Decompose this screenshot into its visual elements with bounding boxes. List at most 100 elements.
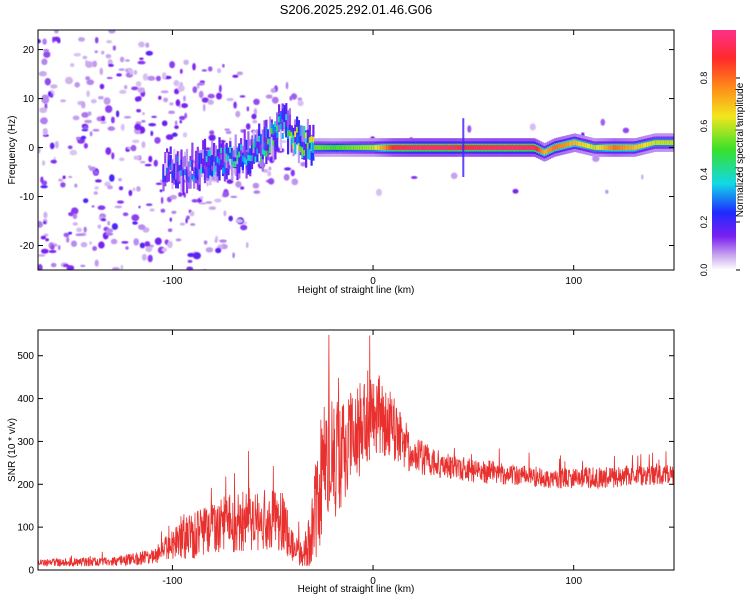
heatmap-cell bbox=[272, 133, 275, 162]
heatmap-cell bbox=[97, 224, 102, 229]
heatmap-cell bbox=[202, 167, 205, 174]
heatmap-cell bbox=[121, 241, 129, 244]
heatmap-cell bbox=[90, 99, 97, 104]
heatmap-cell bbox=[109, 174, 115, 182]
heatmap-cell bbox=[177, 85, 185, 92]
heatmap-cell bbox=[141, 119, 146, 123]
heatmap-cell bbox=[306, 129, 310, 148]
heatmap-cell bbox=[223, 147, 227, 154]
heatmap-cell bbox=[361, 145, 364, 150]
heatmap-cell bbox=[503, 145, 506, 150]
heatmap-cell bbox=[81, 128, 89, 132]
heatmap-cell bbox=[471, 145, 474, 150]
heatmap-cell bbox=[231, 150, 234, 162]
heatmap-cell bbox=[137, 96, 142, 102]
heatmap-cell bbox=[368, 145, 371, 150]
heatmap-cell bbox=[198, 153, 201, 164]
heatmap-cell bbox=[114, 205, 123, 209]
heatmap-cell bbox=[118, 177, 122, 182]
heatmap-cell bbox=[160, 90, 169, 94]
heatmap-cell bbox=[427, 145, 431, 150]
heatmap-cell bbox=[226, 97, 234, 102]
heatmap-cell bbox=[305, 132, 308, 139]
heatmap-cell bbox=[279, 111, 283, 123]
heatmap-cell bbox=[94, 259, 99, 267]
heatmap-cell bbox=[206, 180, 209, 187]
heatmap-cell bbox=[236, 154, 239, 161]
heatmap-cell bbox=[103, 97, 111, 105]
heatmap-cell bbox=[65, 76, 73, 85]
heatmap-cell bbox=[263, 127, 266, 145]
heatmap-cell bbox=[62, 175, 66, 180]
heatmap-cell bbox=[388, 145, 391, 150]
heatmap-cell bbox=[321, 145, 324, 150]
heatmap-cell bbox=[462, 118, 465, 177]
heatmap-cell bbox=[323, 145, 326, 150]
heatmap-cell bbox=[512, 188, 519, 194]
heatmap-cell bbox=[411, 176, 418, 179]
heatmap-cell bbox=[105, 147, 112, 155]
heatmap-cell bbox=[133, 155, 140, 161]
y-tick-label: -10 bbox=[20, 192, 35, 203]
heatmap-cell bbox=[259, 134, 263, 145]
heatmap-cell bbox=[458, 145, 461, 150]
heatmap-cell bbox=[600, 118, 606, 126]
snr-x-axis: -100 0 100 bbox=[162, 330, 582, 587]
heatmap-cell bbox=[202, 103, 206, 112]
heatmap-cell bbox=[217, 68, 222, 74]
heatmap-cell bbox=[657, 140, 660, 145]
heatmap-cell bbox=[393, 145, 396, 150]
heatmap-cell bbox=[135, 81, 142, 87]
heatmap-cell bbox=[149, 208, 155, 212]
heatmap-cell bbox=[366, 145, 369, 150]
heatmap-cell bbox=[245, 123, 251, 130]
heatmap-cell bbox=[287, 127, 290, 155]
heatmap-cell bbox=[43, 211, 48, 219]
heatmap-cell bbox=[167, 160, 171, 167]
heatmap-cell bbox=[305, 133, 308, 144]
heatmap-cell bbox=[574, 140, 577, 146]
heatmap-cell bbox=[521, 145, 524, 150]
heatmap-cell bbox=[179, 68, 183, 74]
heatmap-cell bbox=[213, 169, 216, 176]
heatmap-cell bbox=[548, 147, 552, 153]
heatmap-cell bbox=[216, 158, 219, 177]
heatmap-cell bbox=[299, 125, 302, 137]
heatmap-cell bbox=[557, 144, 561, 149]
heatmap-cell bbox=[173, 149, 176, 177]
x-tick-label: 100 bbox=[565, 576, 582, 587]
heatmap-cell bbox=[95, 179, 102, 183]
heatmap-cell bbox=[272, 140, 275, 147]
heatmap-cell bbox=[642, 143, 645, 148]
heatmap-cell bbox=[92, 246, 97, 251]
heatmap-cell bbox=[473, 145, 476, 150]
heatmap-cell bbox=[622, 127, 630, 134]
heatmap-cell bbox=[218, 152, 221, 164]
heatmap-cell bbox=[312, 142, 315, 153]
heatmap-cell bbox=[169, 217, 173, 222]
heatmap-cell bbox=[139, 57, 144, 61]
heatmap-cell bbox=[160, 196, 164, 204]
heatmap-cell bbox=[335, 145, 338, 150]
heatmap-cell bbox=[214, 238, 218, 243]
heatmap-cell bbox=[164, 163, 167, 181]
heatmap-cell bbox=[631, 145, 635, 150]
heatmap-cell bbox=[296, 133, 299, 145]
heatmap-cell bbox=[438, 145, 441, 150]
heatmap-cell bbox=[655, 140, 658, 145]
heatmap-cell bbox=[107, 185, 113, 190]
heatmap-cell bbox=[229, 146, 232, 153]
heatmap-cell bbox=[211, 170, 214, 177]
heatmap-cell bbox=[258, 135, 261, 154]
heatmap-cell bbox=[303, 150, 306, 156]
heatmap-cell bbox=[233, 101, 237, 109]
heatmap-cell bbox=[201, 97, 209, 103]
heatmap-cell bbox=[337, 145, 340, 150]
heatmap-cell bbox=[474, 145, 478, 150]
heatmap-cell bbox=[301, 148, 304, 155]
heatmap-cell bbox=[250, 145, 254, 157]
heatmap-cell bbox=[239, 95, 246, 98]
heatmap-cell bbox=[288, 124, 292, 136]
y-tick-label: 400 bbox=[17, 394, 34, 405]
